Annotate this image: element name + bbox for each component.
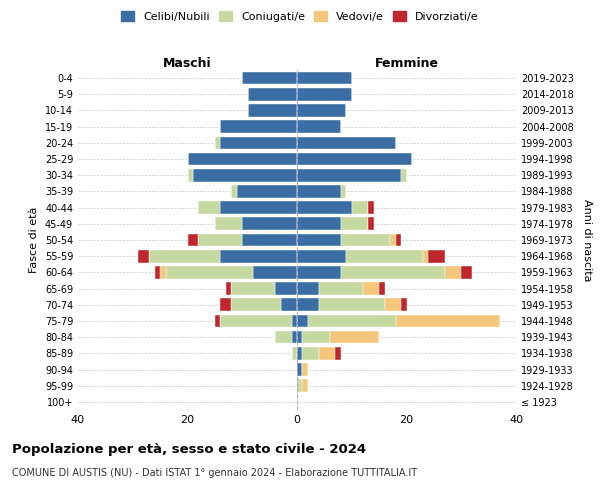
Bar (215, 136, 220, 149)
Bar (368, 202, 374, 214)
Bar (220, 298, 232, 311)
Bar (297, 298, 319, 311)
Bar (220, 120, 297, 133)
Bar (445, 266, 461, 278)
Bar (226, 282, 232, 295)
Bar (188, 152, 297, 166)
Text: Popolazione per età, sesso e stato civile - 2024: Popolazione per età, sesso e stato civil… (12, 442, 366, 456)
Bar (297, 266, 341, 278)
Bar (395, 234, 401, 246)
Bar (220, 136, 297, 149)
Bar (302, 380, 308, 392)
Bar (319, 347, 335, 360)
Bar (401, 169, 407, 181)
Bar (302, 347, 319, 360)
Bar (215, 314, 220, 328)
Bar (319, 282, 363, 295)
Bar (297, 250, 346, 262)
Bar (237, 185, 297, 198)
Bar (297, 104, 346, 117)
Bar (297, 347, 302, 360)
Bar (155, 266, 160, 278)
Bar (308, 314, 395, 328)
Bar (297, 314, 308, 328)
Bar (166, 266, 253, 278)
Bar (297, 380, 302, 392)
Bar (297, 136, 395, 149)
Bar (297, 363, 302, 376)
Text: COMUNE DI AUSTIS (NU) - Dati ISTAT 1° gennaio 2024 - Elaborazione TUTTITALIA.IT: COMUNE DI AUSTIS (NU) - Dati ISTAT 1° ge… (12, 468, 417, 477)
Bar (220, 250, 297, 262)
Bar (379, 282, 385, 295)
Bar (341, 234, 390, 246)
Bar (297, 185, 341, 198)
Bar (368, 218, 374, 230)
Y-axis label: Fasce di età: Fasce di età (29, 207, 39, 273)
Text: Femmine: Femmine (374, 57, 439, 70)
Bar (395, 314, 500, 328)
Bar (242, 72, 297, 85)
Bar (242, 218, 297, 230)
Bar (199, 234, 242, 246)
Bar (193, 169, 297, 181)
Bar (401, 298, 407, 311)
Y-axis label: Anni di nascita: Anni di nascita (582, 198, 592, 281)
Bar (297, 202, 352, 214)
Bar (220, 314, 292, 328)
Bar (275, 331, 292, 344)
Bar (188, 169, 193, 181)
Bar (248, 88, 297, 101)
Bar (297, 331, 302, 344)
Bar (188, 234, 199, 246)
Legend: Celibi/Nubili, Coniugati/e, Vedovi/e, Divorziati/e: Celibi/Nubili, Coniugati/e, Vedovi/e, Di… (118, 8, 482, 25)
Bar (215, 218, 242, 230)
Bar (335, 347, 341, 360)
Bar (297, 234, 341, 246)
Bar (423, 250, 428, 262)
Bar (292, 314, 297, 328)
Bar (138, 250, 149, 262)
Bar (302, 363, 308, 376)
Bar (330, 331, 379, 344)
Bar (297, 72, 352, 85)
Bar (297, 152, 412, 166)
Bar (248, 104, 297, 117)
Bar (232, 298, 281, 311)
Bar (220, 202, 297, 214)
Bar (232, 282, 275, 295)
Bar (292, 331, 297, 344)
Bar (281, 298, 297, 311)
Bar (341, 266, 445, 278)
Bar (253, 266, 297, 278)
Bar (199, 202, 220, 214)
Bar (428, 250, 445, 262)
Bar (341, 185, 346, 198)
Bar (319, 298, 385, 311)
Bar (297, 218, 341, 230)
Bar (297, 169, 401, 181)
Bar (242, 234, 297, 246)
Bar (297, 88, 352, 101)
Bar (297, 120, 341, 133)
Bar (149, 250, 220, 262)
Bar (341, 218, 368, 230)
Bar (390, 234, 395, 246)
Bar (385, 298, 401, 311)
Bar (232, 185, 237, 198)
Bar (302, 331, 330, 344)
Bar (292, 347, 297, 360)
Text: Maschi: Maschi (163, 57, 212, 70)
Bar (346, 250, 423, 262)
Bar (352, 202, 368, 214)
Bar (461, 266, 472, 278)
Bar (275, 282, 297, 295)
Bar (160, 266, 166, 278)
Bar (363, 282, 379, 295)
Bar (297, 282, 319, 295)
